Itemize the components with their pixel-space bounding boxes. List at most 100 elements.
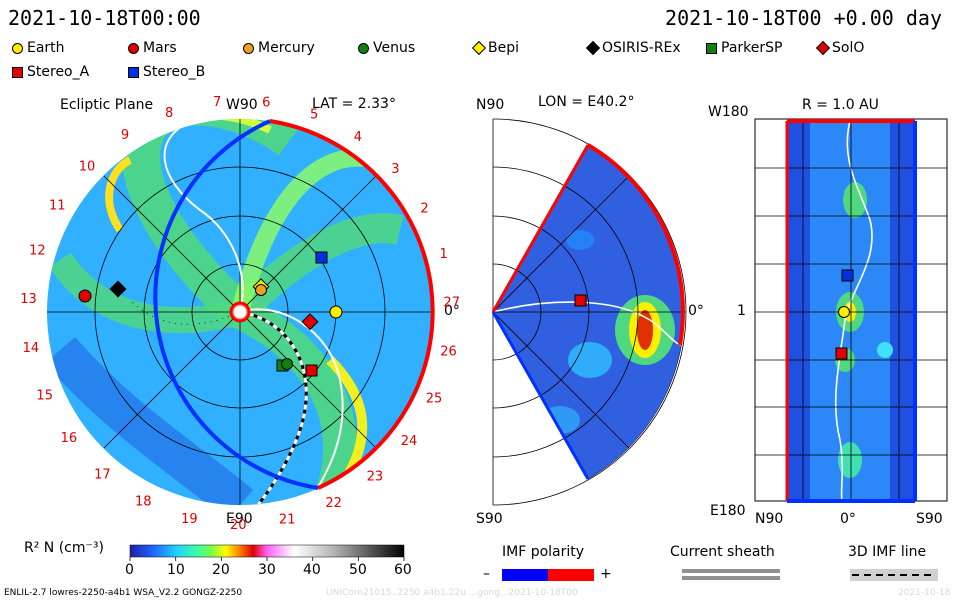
imf-positive-swatch: [548, 569, 594, 581]
carrington-label-23: 23: [367, 470, 384, 485]
ecliptic-title: Ecliptic Plane: [60, 97, 154, 113]
footer-run: UNICorn21015..2250 a4b1.22u ...gong...20…: [326, 588, 578, 598]
imf-negative-swatch: [502, 569, 548, 581]
current-sheath-bar-1: [682, 569, 780, 573]
legend-label: Earth: [27, 40, 65, 56]
osiris-rex-marker: [109, 280, 127, 298]
legend-item-parkersp: ParkerSP: [706, 40, 782, 56]
meridional-stereo-a-marker: [574, 294, 587, 307]
radial-x-label-n90: N90: [755, 511, 784, 527]
mars-marker: [78, 289, 92, 303]
carrington-label-20: 20: [230, 518, 247, 533]
imf-polarity-minus: –: [483, 566, 490, 582]
legend-item-solo: SolO: [815, 40, 864, 56]
ecliptic-lat: LAT = 2.33°: [312, 96, 396, 112]
legend-item-stereo-a: Stereo_A: [12, 64, 89, 80]
carrington-label-6: 6: [262, 96, 270, 111]
legend-label: Venus: [373, 40, 416, 56]
legend-square-marker: [12, 66, 23, 78]
colorbar-tick-10: 10: [167, 562, 185, 578]
carrington-label-10: 10: [79, 159, 96, 174]
earth-marker: [329, 305, 343, 319]
legend-square-marker: [706, 42, 717, 54]
radial-stereo-a-marker: [835, 347, 848, 360]
solo-marker: [301, 313, 319, 331]
carrington-label-17: 17: [94, 467, 111, 482]
imf-polarity-title: IMF polarity: [502, 544, 585, 560]
footer-model: ENLIL-2.7 lowres-2250-a4b1 WSA_V2.2 GONG…: [4, 588, 243, 598]
colorbar-tick-0: 0: [125, 562, 134, 578]
legend-label: Mercury: [258, 40, 315, 56]
venus-marker: [281, 358, 293, 370]
carrington-label-8: 8: [165, 106, 173, 121]
carrington-label-5: 5: [310, 107, 318, 122]
carrington-label-11: 11: [49, 199, 66, 214]
mercury-marker: [255, 284, 267, 296]
legend-label: Stereo_A: [27, 64, 90, 80]
colorbar-tick-50: 50: [349, 562, 367, 578]
meridional-title: LON = E40.2°: [538, 94, 635, 110]
colorbar: [129, 544, 405, 558]
meridional-panel: [491, 118, 687, 506]
carrington-label-7: 7: [213, 95, 221, 110]
carrington-label-22: 22: [325, 496, 342, 511]
legend-circle-marker: [243, 42, 254, 54]
carrington-label-1: 1: [439, 247, 447, 262]
colorbar-tick-30: 30: [258, 562, 276, 578]
carrington-label-18: 18: [135, 495, 152, 510]
legend-circle-marker: [128, 42, 139, 54]
legend-label: Stereo_B: [143, 64, 206, 80]
current-sheath-bar-2: [682, 576, 780, 580]
legend-item-bepi: Bepi: [471, 40, 519, 56]
carrington-label-15: 15: [36, 388, 53, 403]
carrington-label-9: 9: [121, 128, 129, 143]
carrington-label-21: 21: [279, 513, 296, 528]
colorbar-tick-40: 40: [303, 562, 321, 578]
carrington-label-3: 3: [391, 162, 399, 177]
footer-date: 2021-10-18: [898, 588, 951, 598]
colorbar-tick-20: 20: [212, 562, 230, 578]
imf-polarity-plus: +: [600, 566, 612, 582]
legend-label: ParkerSP: [721, 40, 783, 56]
legend-circle-marker: [358, 42, 369, 54]
carrington-label-16: 16: [61, 431, 78, 446]
legend-label: OSIRIS-REx: [602, 40, 681, 56]
radial-x-label-0: 0°: [840, 511, 856, 527]
radial-top-label: W180: [708, 104, 749, 120]
legend-label: Bepi: [488, 40, 519, 56]
carrington-label-24: 24: [401, 434, 418, 449]
ecliptic-bottom-label: E90: [226, 511, 253, 527]
legend-item-earth: Earth: [12, 40, 65, 56]
meridional-right-label: 0°: [688, 303, 704, 319]
carrington-label-25: 25: [426, 392, 443, 407]
meridional-top-label: N90: [476, 97, 505, 113]
carrington-label-4: 4: [354, 130, 362, 145]
stereo-b-marker: [315, 251, 328, 264]
legend-square-marker: [128, 66, 139, 78]
carrington-label-27: 27: [443, 295, 460, 310]
radial-earth-marker: [838, 306, 850, 318]
legend-item-mercury: Mercury: [243, 40, 315, 56]
legend-label: Mars: [143, 40, 177, 56]
header-left-time: 2021-10-18T00:00: [8, 6, 201, 30]
carrington-label-26: 26: [440, 345, 457, 360]
meridional-bottom-label: S90: [476, 511, 503, 527]
legend-item-venus: Venus: [358, 40, 415, 56]
carrington-label-2: 2: [420, 202, 428, 217]
carrington-label-19: 19: [181, 512, 198, 527]
ecliptic-top-label: W90: [226, 97, 258, 113]
legend-item-osiris-rex: OSIRIS-REx: [585, 40, 681, 56]
ecliptic-right-label: 0°: [444, 303, 460, 319]
radial-stereo-b-marker: [841, 269, 854, 282]
radial-x-label-s90: S90: [916, 511, 943, 527]
legend-item-stereo-b: Stereo_B: [128, 64, 205, 80]
radial-bottom-label: E180: [710, 503, 746, 519]
carrington-label-13: 13: [20, 292, 37, 307]
header-right-time: 2021-10-18T00 +0.00 day: [665, 6, 942, 30]
carrington-label-12: 12: [29, 244, 46, 259]
current-sheath-title: Current sheath: [670, 544, 775, 560]
carrington-label-14: 14: [23, 341, 40, 356]
